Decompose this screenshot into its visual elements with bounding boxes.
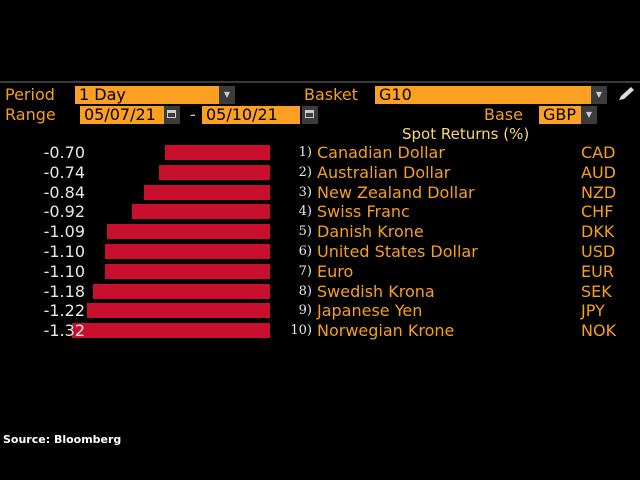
top-divider xyxy=(0,81,640,83)
bar xyxy=(72,323,270,339)
period-dropdown[interactable]: 1 Day xyxy=(75,86,219,104)
rank-label: 9) xyxy=(298,303,312,319)
currency-name[interactable]: Australian Dollar xyxy=(317,162,451,182)
chevron-down-icon[interactable]: ▼ xyxy=(591,86,607,104)
value-label: -1.22 xyxy=(43,301,85,321)
currency-name[interactable]: Norwegian Krone xyxy=(317,321,455,341)
currency-code: NOK xyxy=(581,321,617,341)
bar xyxy=(165,145,270,160)
table-row[interactable]: -1.10 7) Euro EUR xyxy=(0,262,640,282)
table-row[interactable]: -1.32 10) Norwegian Krone NOK xyxy=(0,321,640,341)
bar xyxy=(105,244,270,259)
currency-name[interactable]: Japanese Yen xyxy=(317,301,423,321)
source-note: Source: Bloomberg xyxy=(3,433,122,446)
bar xyxy=(87,303,270,319)
table-row[interactable]: -0.92 4) Swiss Franc CHF xyxy=(0,202,640,222)
currency-name[interactable]: New Zealand Dollar xyxy=(317,182,475,202)
rank-label: 8) xyxy=(298,283,312,299)
bar xyxy=(105,263,270,279)
currency-code: EUR xyxy=(581,261,614,281)
table-row[interactable]: -0.74 2) Australian Dollar AUD xyxy=(0,163,640,183)
table-row[interactable]: -1.09 5) Danish Krone DKK xyxy=(0,222,640,242)
bar xyxy=(159,164,270,180)
bar xyxy=(144,184,270,200)
rank-label: 10) xyxy=(290,323,312,339)
value-label: -0.70 xyxy=(43,143,85,162)
bar xyxy=(93,283,270,299)
currency-name[interactable]: Danish Krone xyxy=(317,222,424,242)
currency-code: JPY xyxy=(581,301,605,321)
value-label: -0.84 xyxy=(43,182,85,202)
value-label: -1.09 xyxy=(43,222,85,242)
value-label: -1.18 xyxy=(43,281,85,301)
rank-label: 6) xyxy=(298,244,312,259)
currency-code: CHF xyxy=(581,202,614,222)
table-row[interactable]: -0.84 3) New Zealand Dollar NZD xyxy=(0,183,640,203)
value-label: -0.92 xyxy=(43,202,85,222)
currency-code: CAD xyxy=(581,143,616,162)
range-separator: - xyxy=(190,105,196,124)
value-label: -1.10 xyxy=(43,242,85,261)
chart-title: Spot Returns (%) xyxy=(402,125,530,143)
period-label: Period xyxy=(5,85,55,104)
base-dropdown[interactable]: GBP xyxy=(539,106,581,124)
rank-label: 3) xyxy=(298,184,312,200)
rank-label: 7) xyxy=(298,263,312,279)
currency-code: SEK xyxy=(581,281,612,301)
currency-name[interactable]: Canadian Dollar xyxy=(317,143,445,162)
chevron-down-icon[interactable]: ▼ xyxy=(581,106,597,124)
currency-name[interactable]: Swedish Krona xyxy=(317,281,435,301)
range-start-input[interactable]: 05/07/21 xyxy=(80,106,164,124)
chevron-down-icon[interactable]: ▼ xyxy=(219,86,235,104)
table-row[interactable]: -1.18 8) Swedish Krona SEK xyxy=(0,282,640,302)
pencil-icon[interactable] xyxy=(616,86,636,102)
value-label: -1.32 xyxy=(43,321,85,341)
currency-code: USD xyxy=(581,242,616,261)
bar xyxy=(106,224,270,240)
basket-label: Basket xyxy=(304,85,358,104)
rank-label: 1) xyxy=(298,145,312,160)
value-label: -0.74 xyxy=(43,162,85,182)
currency-code: DKK xyxy=(581,222,615,242)
range-end-input[interactable]: 05/10/21 xyxy=(202,106,300,124)
currency-code: NZD xyxy=(581,182,617,202)
calendar-icon[interactable] xyxy=(302,106,318,124)
rank-label: 2) xyxy=(298,164,312,180)
table-row[interactable]: -1.22 9) Japanese Yen JPY xyxy=(0,301,640,321)
value-label: -1.10 xyxy=(43,261,85,281)
basket-dropdown[interactable]: G10 xyxy=(375,86,591,104)
table-row[interactable]: -1.10 6) United States Dollar USD xyxy=(0,242,640,262)
currency-name[interactable]: United States Dollar xyxy=(317,242,478,261)
currency-name[interactable]: Swiss Franc xyxy=(317,202,410,222)
base-label: Base xyxy=(484,105,523,124)
range-label: Range xyxy=(5,105,56,124)
currency-code: AUD xyxy=(581,162,616,182)
bar xyxy=(132,204,270,220)
table-row[interactable]: -0.70 1) Canadian Dollar CAD xyxy=(0,143,640,163)
rank-label: 5) xyxy=(298,224,312,240)
calendar-icon[interactable] xyxy=(164,106,180,124)
currency-name[interactable]: Euro xyxy=(317,261,354,281)
rank-label: 4) xyxy=(298,204,312,220)
